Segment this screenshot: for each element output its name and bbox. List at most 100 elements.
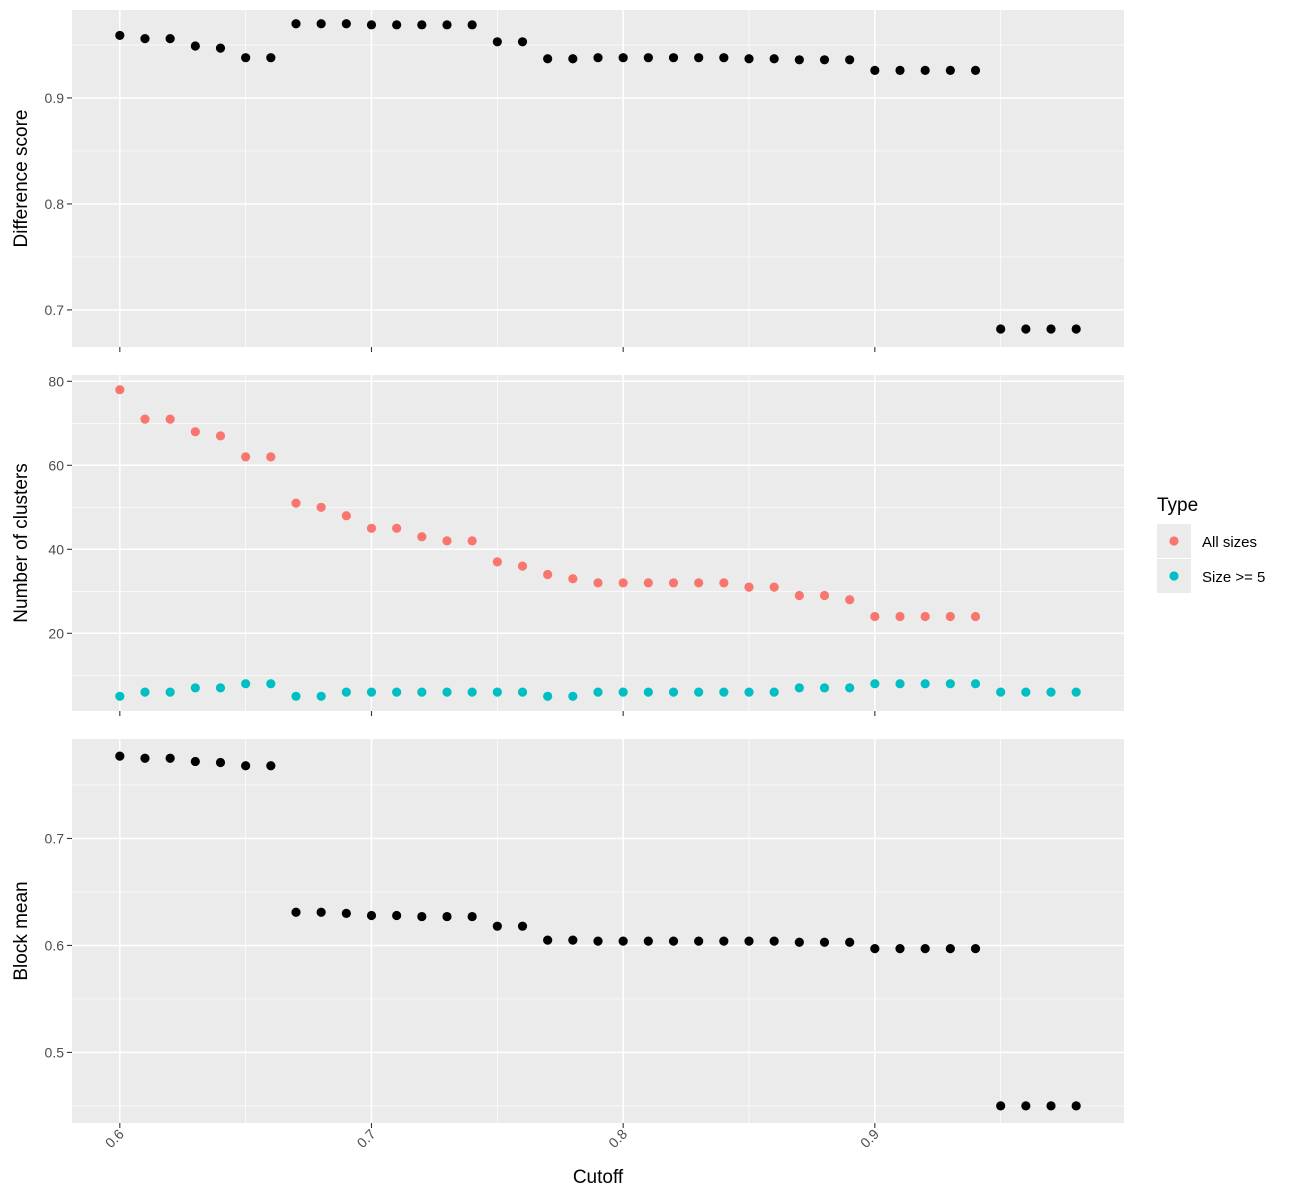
data-point-all-sizes (442, 536, 452, 546)
data-point (1071, 324, 1081, 334)
data-point (618, 936, 628, 946)
data-point-all-sizes (819, 590, 830, 601)
data-point (190, 756, 200, 767)
data-point (442, 20, 452, 30)
data-point-size-5 (190, 683, 200, 693)
data-point-size-5 (819, 683, 830, 693)
data-point-size-5 (668, 687, 679, 697)
data-point (266, 761, 276, 771)
data-point (140, 34, 150, 44)
data-point-size-5 (215, 683, 226, 693)
data-point (115, 30, 125, 41)
data-point (266, 53, 276, 63)
x-tick-label: 0.8 (605, 1126, 630, 1151)
data-point (392, 910, 402, 921)
y-tick-label: 0.7 (45, 830, 65, 846)
data-point-size-5 (392, 687, 402, 697)
data-point-all-sizes (845, 595, 855, 605)
panel-background (72, 375, 1124, 711)
data-point-size-5 (870, 679, 880, 689)
data-point-all-sizes (945, 611, 955, 622)
data-point-all-sizes (694, 578, 704, 588)
data-point (694, 53, 704, 63)
data-point-size-5 (618, 687, 628, 697)
data-point-size-5 (643, 687, 653, 697)
x-tick-label: 0.7 (354, 1126, 379, 1151)
data-point (643, 936, 653, 946)
data-point (517, 37, 528, 47)
data-point (593, 936, 603, 946)
data-point (341, 908, 351, 918)
data-point-all-sizes (568, 574, 578, 584)
data-point (593, 53, 603, 63)
data-point (568, 54, 578, 64)
data-point (291, 19, 301, 29)
data-point (945, 65, 955, 76)
data-point (920, 65, 930, 76)
data-point (769, 54, 779, 64)
data-point (996, 1101, 1006, 1111)
data-point (241, 53, 251, 63)
data-point (442, 911, 452, 922)
data-point (190, 41, 200, 51)
data-point (316, 19, 326, 29)
data-point (794, 937, 804, 947)
data-point (794, 55, 804, 65)
data-point (719, 936, 729, 946)
data-point (719, 53, 729, 63)
data-point-size-5 (920, 679, 930, 689)
data-point-all-sizes (543, 569, 553, 580)
legend-item-label: Size >= 5 (1202, 569, 1265, 586)
data-point-size-5 (1071, 687, 1081, 697)
data-point (215, 757, 226, 768)
data-point-size-5 (593, 687, 603, 697)
data-point-all-sizes (870, 611, 880, 622)
data-point-size-5 (895, 679, 905, 689)
legend-item-label: All sizes (1202, 534, 1257, 551)
data-point (895, 944, 905, 954)
data-point-all-sizes (341, 511, 351, 521)
data-point-all-sizes (190, 427, 200, 437)
data-point-all-sizes (794, 590, 804, 601)
data-point-size-5 (517, 687, 528, 697)
legend-title: Type (1157, 495, 1198, 516)
data-point (694, 936, 704, 946)
data-point (845, 937, 855, 947)
data-point (467, 20, 477, 30)
data-point (492, 37, 502, 47)
data-point-size-5 (845, 683, 855, 693)
data-point-all-sizes (970, 611, 981, 622)
data-point-size-5 (165, 687, 175, 697)
data-point (769, 936, 779, 946)
data-point (1071, 1101, 1081, 1111)
data-point (996, 324, 1006, 334)
data-point (291, 907, 301, 917)
data-point-size-5 (316, 691, 326, 701)
data-point (165, 34, 175, 44)
data-point-size-5 (970, 679, 981, 689)
data-point-all-sizes (316, 502, 326, 512)
data-point-all-sizes (517, 561, 528, 571)
panel-background (72, 739, 1124, 1123)
data-point-size-5 (241, 679, 251, 689)
data-point-size-5 (442, 687, 452, 697)
y-axis-title: Block mean (11, 881, 32, 980)
data-point-all-sizes (769, 582, 779, 592)
data-point (970, 944, 981, 954)
data-point (744, 936, 754, 946)
data-point (970, 65, 981, 76)
data-point (870, 65, 880, 76)
data-point (920, 944, 930, 954)
data-point (341, 19, 351, 29)
data-point (392, 20, 402, 30)
data-point-size-5 (115, 691, 125, 701)
data-point-size-5 (543, 691, 553, 701)
data-point-all-sizes (744, 582, 754, 592)
y-tick-label: 0.5 (45, 1044, 65, 1060)
data-point-all-sizes (140, 414, 150, 424)
data-point-all-sizes (165, 414, 175, 424)
data-point-all-sizes (719, 578, 729, 588)
data-point-size-5 (467, 687, 477, 697)
data-point (643, 53, 653, 63)
data-point-all-sizes (241, 452, 251, 462)
